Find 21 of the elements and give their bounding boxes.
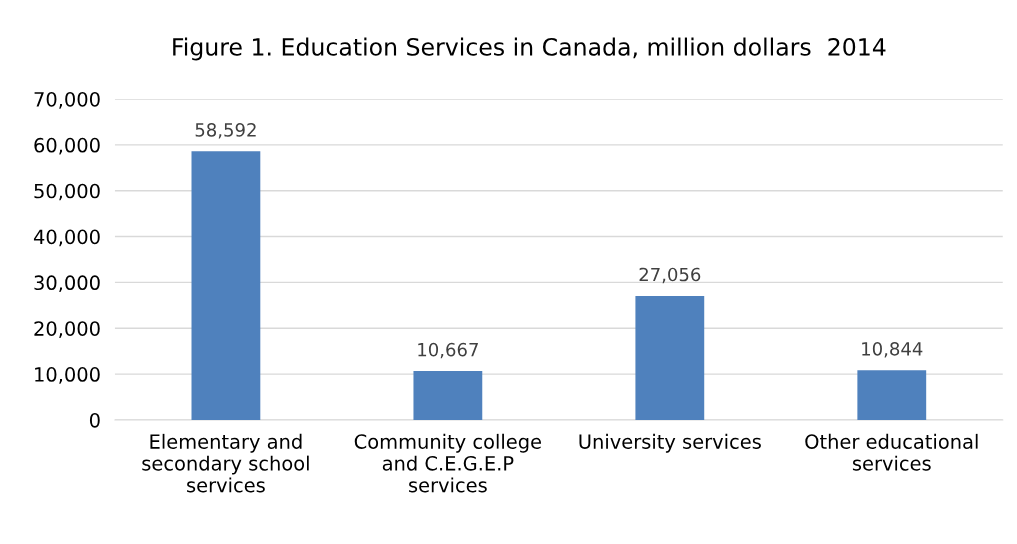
x-tick-label: University services: [579, 433, 761, 453]
y-tick-label: 10,000: [35, 367, 100, 384]
bar: [413, 371, 483, 420]
data-label: 10,667: [418, 342, 478, 359]
y-tick-label: 30,000: [34, 275, 100, 293]
y-tick-label: 60,000: [34, 137, 100, 155]
bar: [635, 295, 705, 420]
data-label: 58,592: [195, 123, 256, 139]
x-tick-label: Elementary and secondary school services: [142, 433, 309, 493]
x-tick-label: Other educational services: [805, 433, 978, 471]
y-tick-label: 50,000: [34, 183, 100, 201]
x-tick-label: Community college and C.E.G.E.P services: [354, 433, 542, 493]
y-tick-label: 70,000: [34, 91, 100, 109]
y-tick-label: 20,000: [34, 321, 100, 338]
chart-title: Figure 1. Education Services in Canada, million dollars 2014: [173, 37, 886, 61]
data-label: 27,056: [639, 267, 701, 284]
data-label: 10,844: [862, 341, 923, 358]
y-tick-label: 40,000: [33, 229, 100, 247]
bar: [857, 370, 927, 420]
y-tick-label: 0: [89, 412, 100, 428]
bar: [191, 151, 261, 420]
